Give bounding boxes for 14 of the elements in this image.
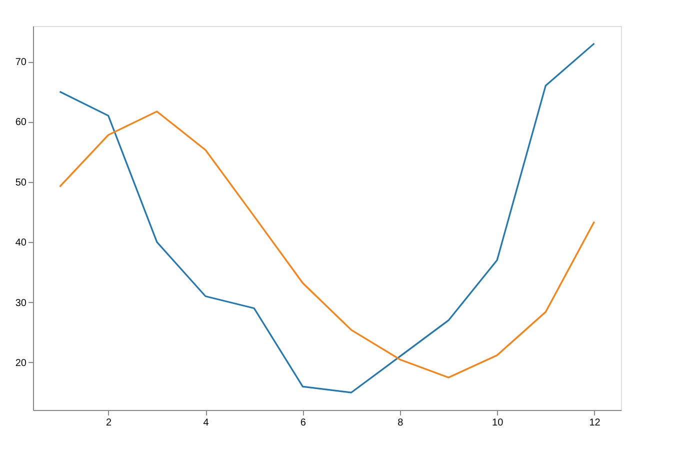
line-series [58, 42, 596, 394]
x-tick-label: 8 [398, 418, 404, 428]
x-tick-label: 4 [203, 418, 210, 428]
x-tick-label: 12 [589, 418, 601, 428]
line-series [58, 110, 596, 378]
x-tick-label: 6 [300, 418, 306, 428]
y-tick-label: 20 [15, 358, 27, 369]
x-tick-label: 10 [492, 418, 504, 428]
y-tick-label: 60 [15, 117, 27, 128]
y-tick-label: 40 [15, 238, 27, 249]
y-tick-label: 50 [15, 177, 27, 188]
x-tick-label: 2 [106, 418, 112, 428]
y-tick-label: 30 [15, 298, 27, 309]
y-tick-label: 70 [15, 57, 27, 68]
